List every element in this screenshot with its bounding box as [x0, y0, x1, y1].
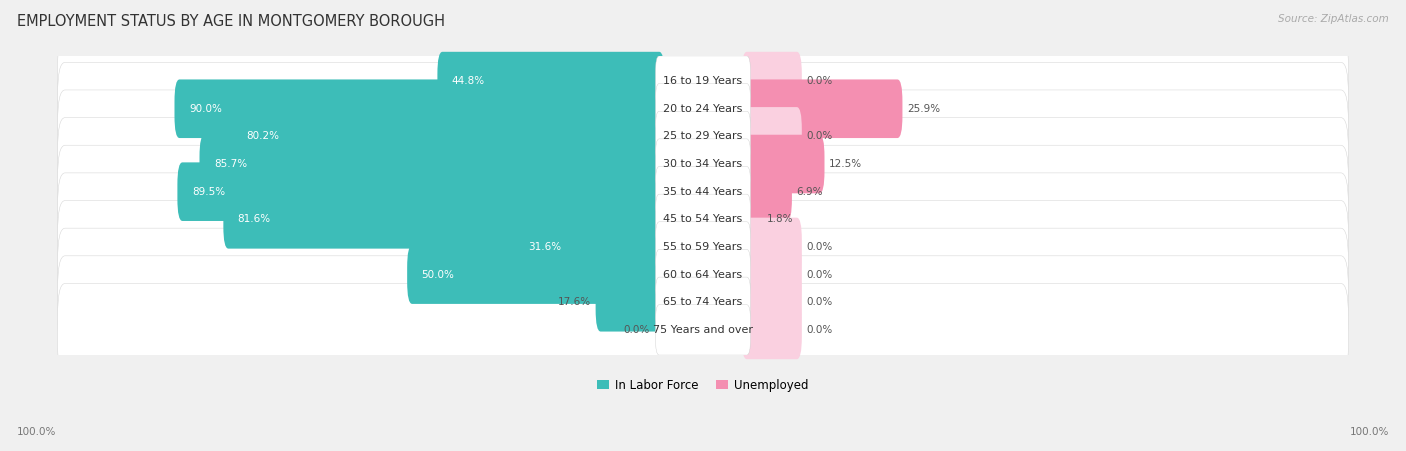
Text: 12.5%: 12.5% — [830, 159, 862, 169]
Text: Source: ZipAtlas.com: Source: ZipAtlas.com — [1278, 14, 1389, 23]
FancyBboxPatch shape — [655, 277, 751, 327]
Text: 75 Years and over: 75 Years and over — [652, 325, 754, 335]
Text: 30 to 34 Years: 30 to 34 Years — [664, 159, 742, 169]
FancyBboxPatch shape — [742, 79, 903, 138]
FancyBboxPatch shape — [58, 256, 1348, 349]
Text: 44.8%: 44.8% — [451, 76, 485, 86]
Text: 55 to 59 Years: 55 to 59 Years — [664, 242, 742, 252]
FancyBboxPatch shape — [742, 52, 801, 110]
FancyBboxPatch shape — [596, 273, 664, 331]
FancyBboxPatch shape — [742, 190, 762, 249]
Text: 0.0%: 0.0% — [806, 270, 832, 280]
FancyBboxPatch shape — [58, 283, 1348, 376]
Text: 25 to 29 Years: 25 to 29 Years — [664, 131, 742, 142]
FancyBboxPatch shape — [742, 300, 801, 359]
Text: 0.0%: 0.0% — [624, 325, 650, 335]
FancyBboxPatch shape — [655, 249, 751, 300]
FancyBboxPatch shape — [655, 194, 751, 244]
FancyBboxPatch shape — [742, 245, 801, 304]
Text: 20 to 24 Years: 20 to 24 Years — [664, 104, 742, 114]
Text: 17.6%: 17.6% — [558, 297, 592, 307]
Text: 85.7%: 85.7% — [214, 159, 247, 169]
FancyBboxPatch shape — [655, 139, 751, 189]
FancyBboxPatch shape — [515, 218, 664, 276]
Text: 89.5%: 89.5% — [191, 187, 225, 197]
FancyBboxPatch shape — [408, 245, 664, 304]
Text: 35 to 44 Years: 35 to 44 Years — [664, 187, 742, 197]
Text: 25.9%: 25.9% — [907, 104, 941, 114]
FancyBboxPatch shape — [655, 305, 751, 355]
Text: 81.6%: 81.6% — [238, 214, 271, 224]
FancyBboxPatch shape — [742, 135, 824, 193]
FancyBboxPatch shape — [742, 218, 801, 276]
Text: EMPLOYMENT STATUS BY AGE IN MONTGOMERY BOROUGH: EMPLOYMENT STATUS BY AGE IN MONTGOMERY B… — [17, 14, 444, 28]
FancyBboxPatch shape — [655, 166, 751, 217]
FancyBboxPatch shape — [655, 56, 751, 106]
FancyBboxPatch shape — [200, 135, 664, 193]
Text: 60 to 64 Years: 60 to 64 Years — [664, 270, 742, 280]
FancyBboxPatch shape — [174, 79, 664, 138]
Text: 0.0%: 0.0% — [806, 242, 832, 252]
FancyBboxPatch shape — [58, 90, 1348, 183]
Text: 80.2%: 80.2% — [246, 131, 278, 142]
Text: 90.0%: 90.0% — [188, 104, 222, 114]
Text: 6.9%: 6.9% — [796, 187, 823, 197]
FancyBboxPatch shape — [232, 107, 664, 166]
FancyBboxPatch shape — [437, 52, 664, 110]
Text: 50.0%: 50.0% — [422, 270, 454, 280]
Text: 45 to 54 Years: 45 to 54 Years — [664, 214, 742, 224]
FancyBboxPatch shape — [655, 83, 751, 134]
FancyBboxPatch shape — [58, 35, 1348, 128]
Text: 100.0%: 100.0% — [1350, 428, 1389, 437]
FancyBboxPatch shape — [742, 162, 792, 221]
FancyBboxPatch shape — [224, 190, 664, 249]
FancyBboxPatch shape — [58, 145, 1348, 238]
Text: 0.0%: 0.0% — [806, 325, 832, 335]
Text: 16 to 19 Years: 16 to 19 Years — [664, 76, 742, 86]
Text: 31.6%: 31.6% — [529, 242, 562, 252]
Text: 65 to 74 Years: 65 to 74 Years — [664, 297, 742, 307]
FancyBboxPatch shape — [177, 162, 664, 221]
FancyBboxPatch shape — [58, 228, 1348, 321]
Text: 0.0%: 0.0% — [806, 297, 832, 307]
FancyBboxPatch shape — [58, 62, 1348, 155]
Text: 1.8%: 1.8% — [766, 214, 793, 224]
Text: 0.0%: 0.0% — [806, 76, 832, 86]
Text: 0.0%: 0.0% — [806, 131, 832, 142]
FancyBboxPatch shape — [655, 111, 751, 161]
Text: 100.0%: 100.0% — [17, 428, 56, 437]
FancyBboxPatch shape — [742, 273, 801, 331]
FancyBboxPatch shape — [58, 173, 1348, 266]
FancyBboxPatch shape — [58, 118, 1348, 211]
FancyBboxPatch shape — [742, 107, 801, 166]
FancyBboxPatch shape — [58, 201, 1348, 294]
FancyBboxPatch shape — [655, 222, 751, 272]
Legend: In Labor Force, Unemployed: In Labor Force, Unemployed — [593, 374, 813, 396]
